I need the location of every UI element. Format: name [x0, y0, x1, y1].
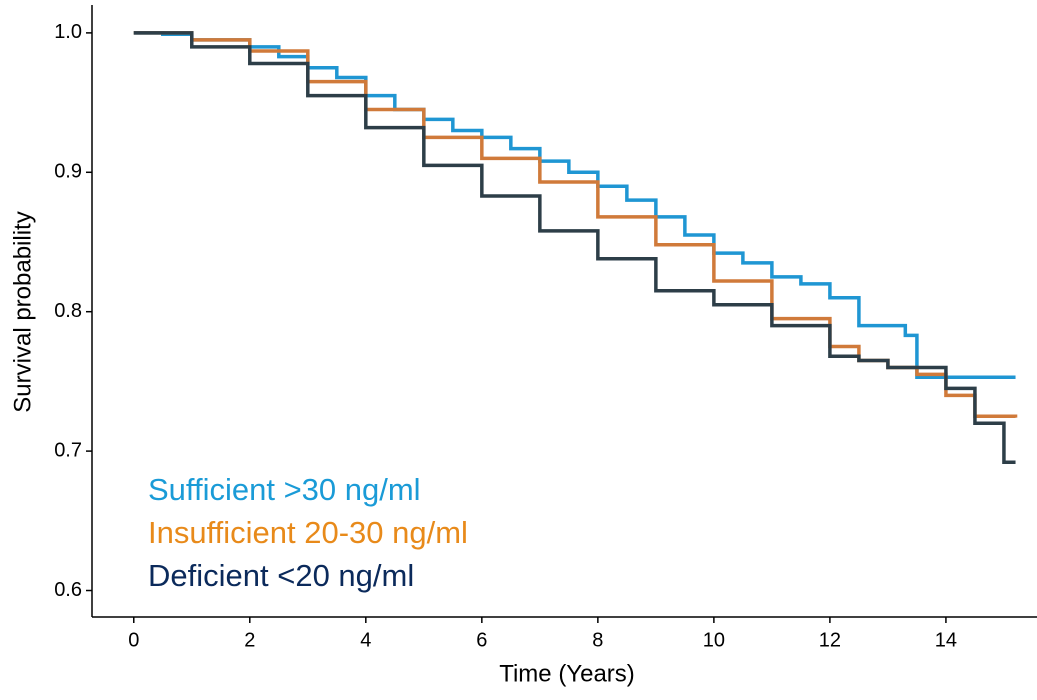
x-tick-label: 12 [819, 629, 841, 651]
x-tick-label: 2 [244, 629, 255, 651]
x-tick-label: 14 [935, 629, 957, 651]
x-axis-title: Time (Years) [499, 660, 635, 687]
y-tick-label: 1.0 [54, 21, 82, 43]
legend-entry: Insufficient 20-30 ng/ml [148, 515, 468, 550]
y-tick-label: 0.9 [54, 161, 82, 183]
survival-curve [133, 31, 1016, 465]
legend: Sufficient >30 ng/ml Insufficient 20-30 n… [148, 468, 483, 597]
legend-entry: Sufficient >30 ng/ml [148, 472, 421, 507]
y-tick-label: 0.6 [54, 579, 82, 601]
x-tick-label: 10 [703, 629, 725, 651]
x-tick-label: 4 [360, 629, 371, 651]
x-tick-label: 8 [592, 629, 603, 651]
legend-entry: Deficient <20 ng/ml [148, 558, 415, 593]
y-axis-title: Survival probability [9, 211, 36, 412]
y-tick-label: 0.8 [54, 300, 82, 322]
x-tick-label: 0 [128, 629, 139, 651]
x-tick-label: 6 [476, 629, 487, 651]
survival-curve [133, 31, 1016, 379]
y-tick-label: 0.7 [54, 439, 82, 461]
